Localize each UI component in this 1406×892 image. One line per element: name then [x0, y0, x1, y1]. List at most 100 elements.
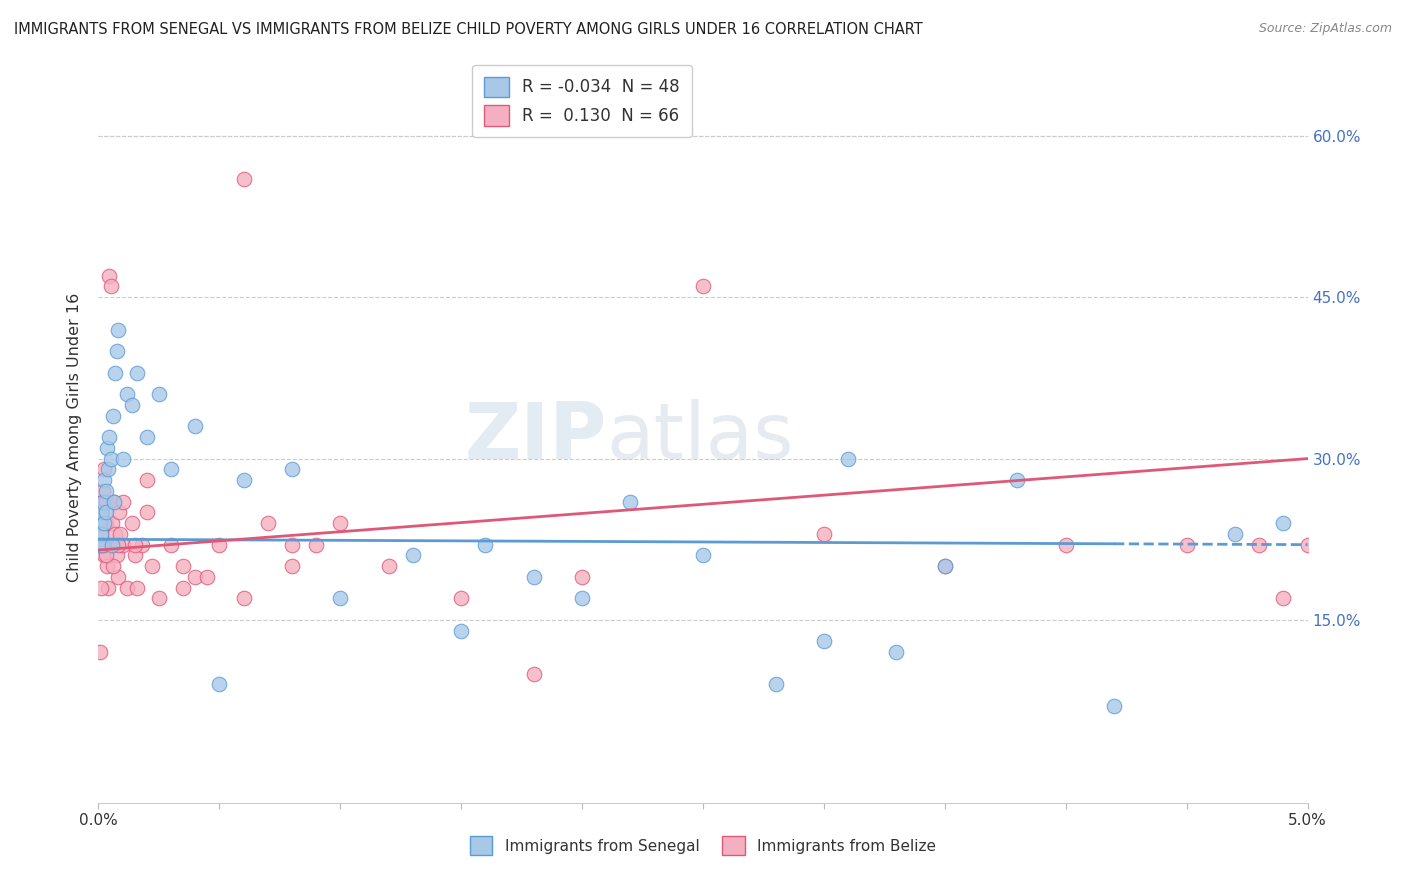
Point [329, 591, 352, 606]
Point [377, 559, 399, 574]
Point [135, 505, 157, 519]
Point [108, 527, 131, 541]
Point [281, 462, 304, 476]
Point [91, 494, 114, 508]
Point [523, 666, 546, 681]
Point [91, 538, 114, 552]
Point [281, 559, 304, 574]
Point [571, 591, 593, 606]
Point [97, 538, 120, 552]
Point [91, 505, 114, 519]
Point [93, 516, 115, 530]
Point [450, 591, 472, 606]
Point [94, 549, 117, 563]
Point [100, 516, 122, 530]
Point [1054, 538, 1077, 552]
Text: ZIP: ZIP [464, 399, 606, 475]
Point [765, 677, 787, 691]
Point [127, 581, 149, 595]
Point [837, 451, 859, 466]
Point [121, 398, 143, 412]
Point [97, 462, 120, 476]
Point [101, 409, 124, 423]
Point [934, 559, 956, 574]
Point [105, 549, 128, 563]
Point [93, 549, 115, 563]
Point [1296, 538, 1319, 552]
Point [172, 559, 194, 574]
Point [111, 538, 134, 552]
Point [108, 505, 131, 519]
Point [98, 430, 121, 444]
Point [232, 172, 254, 186]
Point [90, 527, 112, 541]
Point [90, 494, 112, 508]
Point [172, 581, 194, 595]
Point [232, 473, 254, 487]
Point [135, 473, 157, 487]
Point [1272, 516, 1295, 530]
Point [89, 645, 111, 659]
Point [90, 527, 112, 541]
Text: atlas: atlas [606, 399, 794, 475]
Point [934, 559, 956, 574]
Point [111, 451, 134, 466]
Point [619, 494, 641, 508]
Point [103, 494, 125, 508]
Point [329, 516, 352, 530]
Point [94, 483, 117, 498]
Point [98, 268, 121, 283]
Point [93, 462, 115, 476]
Point [100, 538, 122, 552]
Point [813, 527, 835, 541]
Point [89, 516, 111, 530]
Point [117, 581, 139, 595]
Point [94, 516, 117, 530]
Point [100, 279, 122, 293]
Point [124, 549, 146, 563]
Point [571, 570, 593, 584]
Point [692, 279, 714, 293]
Point [523, 570, 546, 584]
Point [450, 624, 472, 638]
Point [1007, 473, 1029, 487]
Point [104, 366, 127, 380]
Point [89, 538, 111, 552]
Point [97, 581, 120, 595]
Point [131, 538, 153, 552]
Point [148, 387, 170, 401]
Point [89, 516, 111, 530]
Point [107, 570, 129, 584]
Point [1272, 591, 1295, 606]
Text: Source: ZipAtlas.com: Source: ZipAtlas.com [1258, 22, 1392, 36]
Point [692, 549, 714, 563]
Point [256, 516, 278, 530]
Point [101, 538, 124, 552]
Point [135, 430, 157, 444]
Point [195, 570, 218, 584]
Point [305, 538, 328, 552]
Point [184, 570, 207, 584]
Point [886, 645, 908, 659]
Point [89, 538, 111, 552]
Point [100, 451, 122, 466]
Point [1102, 698, 1125, 713]
Point [208, 677, 231, 691]
Point [96, 441, 118, 455]
Y-axis label: Child Poverty Among Girls Under 16: Child Poverty Among Girls Under 16 [67, 293, 83, 582]
Point [91, 483, 114, 498]
Point [111, 494, 134, 508]
Point [121, 516, 143, 530]
Point [96, 559, 118, 574]
Point [90, 581, 112, 595]
Point [96, 505, 118, 519]
Text: IMMIGRANTS FROM SENEGAL VS IMMIGRANTS FROM BELIZE CHILD POVERTY AMONG GIRLS UNDE: IMMIGRANTS FROM SENEGAL VS IMMIGRANTS FR… [14, 22, 922, 37]
Point [103, 494, 125, 508]
Point [1175, 538, 1198, 552]
Point [474, 538, 496, 552]
Point [160, 538, 183, 552]
Legend: Immigrants from Senegal, Immigrants from Belize: Immigrants from Senegal, Immigrants from… [464, 830, 942, 861]
Point [160, 462, 183, 476]
Point [124, 538, 146, 552]
Point [402, 549, 425, 563]
